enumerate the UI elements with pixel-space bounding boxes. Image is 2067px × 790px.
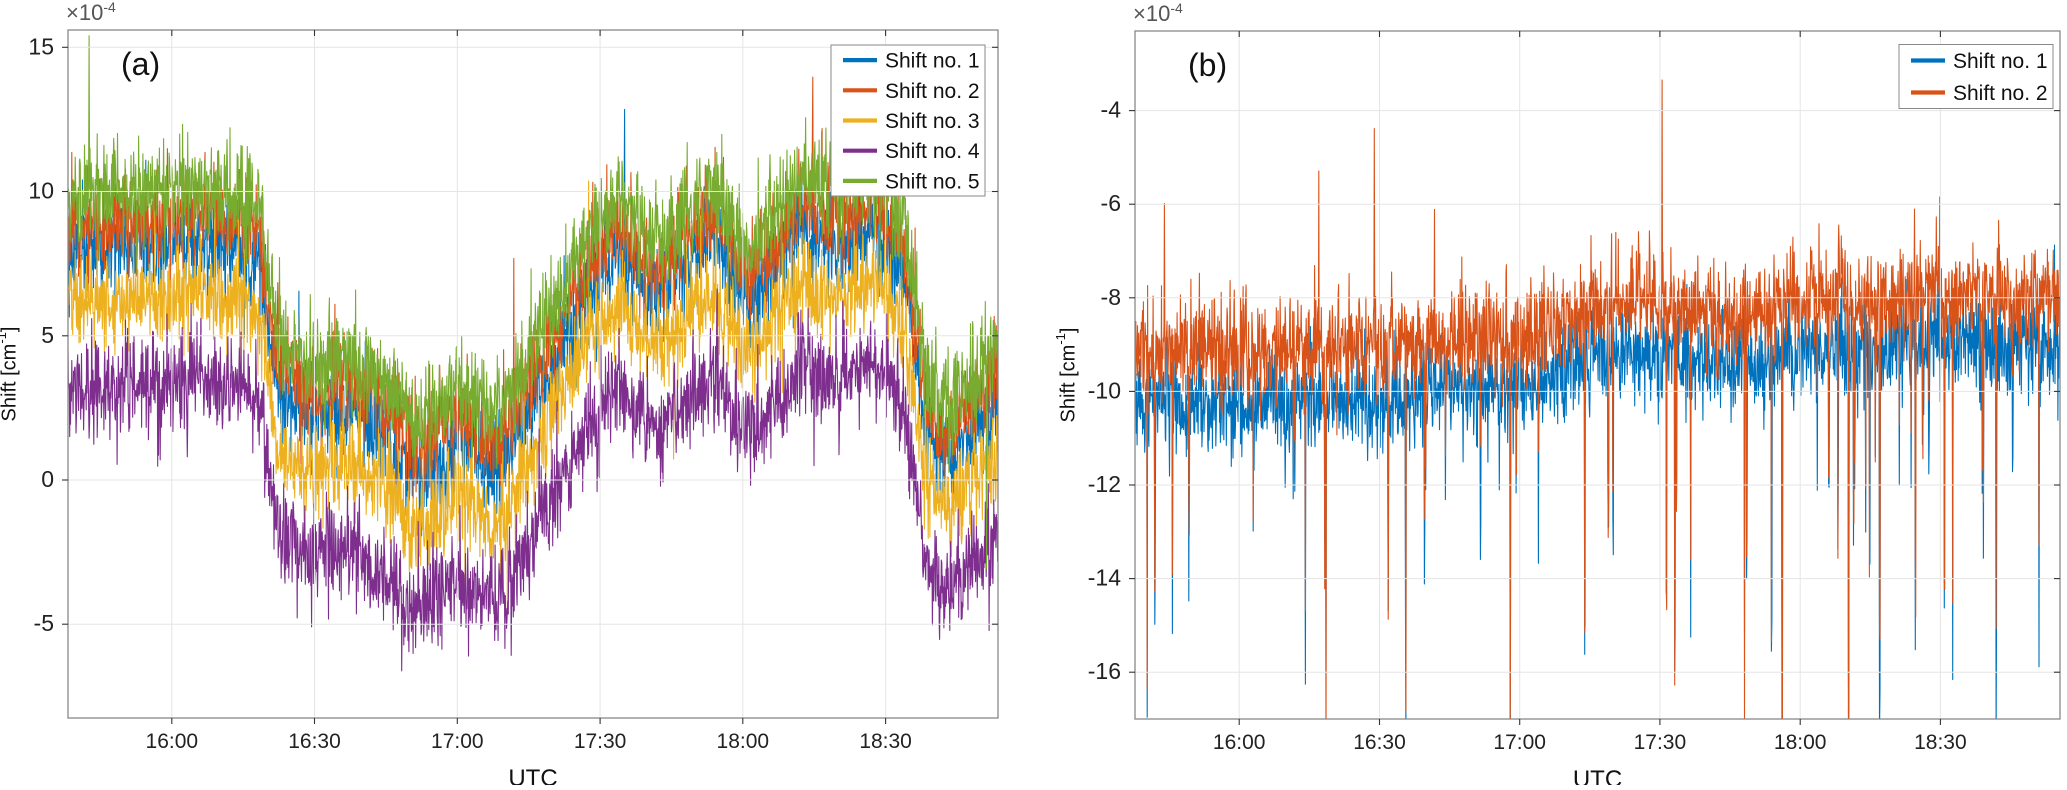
- svg-text:Shift no. 1: Shift no. 1: [1953, 50, 2048, 73]
- svg-text:Shift no. 4: Shift no. 4: [885, 140, 980, 163]
- svg-text:18:00: 18:00: [717, 730, 770, 753]
- svg-text:(a): (a): [121, 46, 160, 82]
- svg-text:-8: -8: [1101, 284, 1121, 310]
- svg-text:10: 10: [28, 178, 54, 204]
- svg-text:0: 0: [41, 466, 54, 492]
- svg-text:-6: -6: [1101, 190, 1121, 216]
- svg-text:-4: -4: [1101, 97, 1122, 123]
- svg-text:18:00: 18:00: [1774, 731, 1827, 754]
- svg-text:Shift no. 5: Shift no. 5: [885, 170, 980, 193]
- svg-text:-14: -14: [1088, 565, 1121, 591]
- svg-text:-10: -10: [1088, 377, 1121, 403]
- svg-text:18:30: 18:30: [859, 730, 912, 753]
- svg-text:15: 15: [28, 33, 54, 59]
- svg-text:16:00: 16:00: [146, 730, 199, 753]
- svg-text:-5: -5: [34, 610, 54, 636]
- svg-text:UTC: UTC: [508, 765, 557, 785]
- svg-text:16:00: 16:00: [1213, 731, 1266, 754]
- svg-text:-12: -12: [1088, 471, 1121, 497]
- svg-text:17:30: 17:30: [1634, 731, 1687, 754]
- svg-text:5: 5: [41, 322, 54, 348]
- svg-text:17:00: 17:00: [1493, 731, 1546, 754]
- svg-text:-16: -16: [1088, 658, 1121, 684]
- svg-text:Shift no. 2: Shift no. 2: [885, 80, 980, 103]
- svg-text:16:30: 16:30: [288, 730, 341, 753]
- svg-text:16:30: 16:30: [1353, 731, 1406, 754]
- svg-text:18:30: 18:30: [1914, 731, 1967, 754]
- svg-text:UTC: UTC: [1573, 766, 1622, 785]
- svg-text:Shift no. 2: Shift no. 2: [1953, 82, 2048, 105]
- svg-text:17:00: 17:00: [431, 730, 484, 753]
- svg-text:17:30: 17:30: [574, 730, 627, 753]
- svg-text:(b): (b): [1188, 47, 1227, 83]
- svg-text:Shift no. 1: Shift no. 1: [885, 50, 980, 73]
- svg-text:Shift no. 3: Shift no. 3: [885, 110, 980, 133]
